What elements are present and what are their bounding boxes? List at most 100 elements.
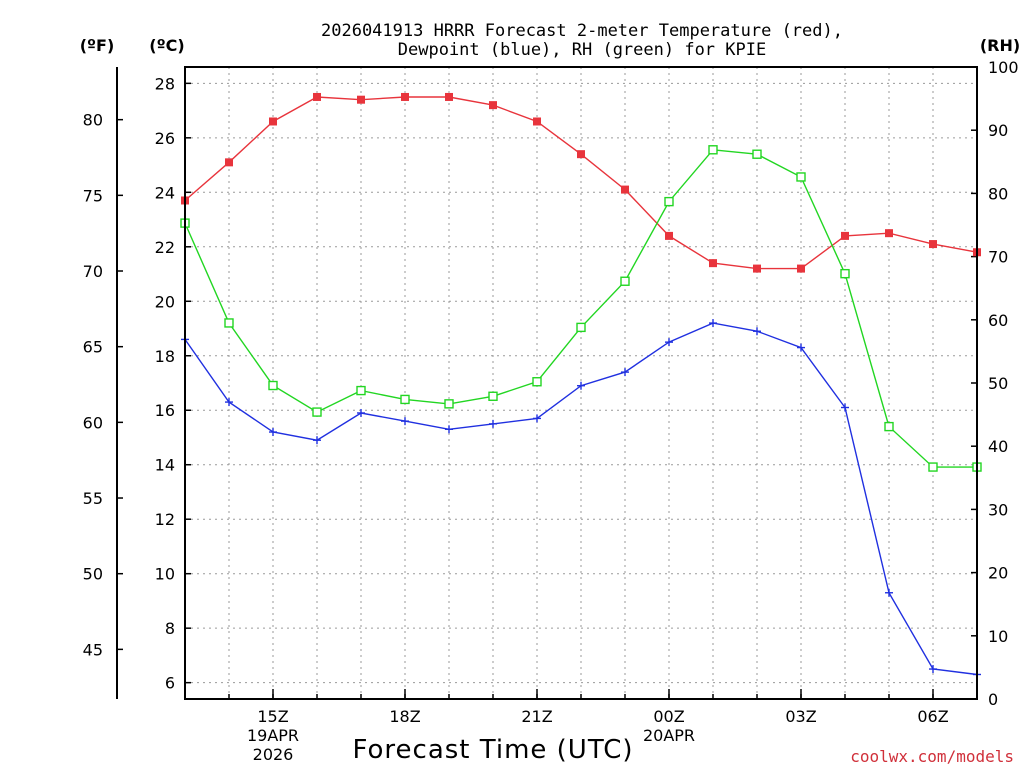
- rh-point-5: [400, 394, 410, 405]
- dewpoint-point-13: [753, 327, 761, 336]
- celsius-tick-label-28: 28: [155, 74, 175, 93]
- dewpoint-point-17: [929, 665, 937, 674]
- dewpoint-point-12: [709, 319, 717, 328]
- rh-axis: 0 10 20 30 40 50 60 70 80 90 100: [971, 58, 1019, 709]
- dewpoint-point-4: [357, 408, 365, 417]
- dewpoint-point-9: [577, 381, 585, 390]
- x-tick-label-03Z: 03Z: [785, 707, 816, 726]
- fahrenheit-axis: 45 50 55 60 65 70 75 80: [83, 67, 123, 699]
- celsius-tick-label-6: 6: [165, 674, 175, 693]
- x-tick-label-21Z: 21Z: [521, 707, 552, 726]
- credit-link[interactable]: coolwx.com/models: [850, 747, 1014, 766]
- dewpoint-point-6: [445, 425, 453, 434]
- rh-tick-label-70: 70: [988, 248, 1008, 267]
- rh-point-12: [708, 145, 718, 155]
- dewpoint-point-8: [533, 414, 541, 423]
- celsius-tick-label-18: 18: [155, 347, 175, 366]
- rh-point-6: [444, 399, 454, 409]
- rh-tick-label-10: 10: [988, 627, 1008, 646]
- x-tick-label-15Z: 15Z: [257, 707, 288, 726]
- rh-point-17: [928, 462, 938, 472]
- celsius-tick-label-14: 14: [155, 456, 175, 475]
- temperature-point-13: [753, 264, 761, 273]
- rh-point-3: [312, 407, 322, 417]
- fahrenheit-tick-label-60: 60: [83, 413, 103, 432]
- rh-point-15: [840, 268, 850, 279]
- rh-point-10: [620, 276, 630, 286]
- temperature-point-5: [401, 92, 409, 101]
- rh-tick-label-30: 30: [988, 500, 1008, 519]
- rh-tick-label-90: 90: [988, 121, 1008, 140]
- plot-frame: [184, 66, 978, 700]
- celsius-unit-label: (ºC): [149, 36, 184, 55]
- x-tick-label-00Z: 00Z: [653, 707, 684, 726]
- temperature-point-4: [357, 95, 365, 104]
- celsius-tick-label-22: 22: [155, 238, 175, 257]
- rh-tick-label-40: 40: [988, 437, 1008, 456]
- x-axis-title: Forecast Time (UTC): [352, 735, 633, 765]
- celsius-tick-label-26: 26: [155, 129, 175, 148]
- dewpoint-point-10: [621, 368, 629, 377]
- rh-point-14: [796, 172, 806, 182]
- dewpoint-point-15: [841, 403, 849, 412]
- rh-tick-label-0: 0: [988, 690, 998, 709]
- rh-point-16: [884, 421, 894, 432]
- temperature-point-17: [929, 240, 937, 249]
- temperature-point-15: [841, 231, 849, 240]
- fahrenheit-tick-label-70: 70: [83, 262, 103, 281]
- chart-title-line-1: 2026041913 HRRR Forecast 2-meter Tempera…: [321, 21, 843, 41]
- temperature-point-1: [225, 158, 233, 167]
- celsius-tick-label-10: 10: [155, 565, 175, 584]
- temperature-point-9: [577, 150, 585, 159]
- dewpoint-point-2: [269, 428, 277, 437]
- dewpoint-point-11: [665, 338, 673, 347]
- x-date-label-20APR: 20APR: [643, 726, 695, 745]
- rh-tick-label-60: 60: [988, 311, 1008, 330]
- fahrenheit-unit-label: (ºF): [80, 36, 115, 55]
- rh-point-9: [576, 322, 586, 333]
- temperature-point-16: [885, 229, 893, 238]
- celsius-tick-label-20: 20: [155, 292, 175, 311]
- fahrenheit-tick-label-75: 75: [83, 186, 103, 205]
- rh-point-7: [488, 391, 498, 401]
- rh-tick-label-20: 20: [988, 564, 1008, 583]
- celsius-axis: 6 8 10 12 14 16 18 20 22 24 26 28: [155, 74, 191, 693]
- fahrenheit-tick-label-45: 45: [83, 640, 103, 659]
- rh-point-11: [664, 196, 674, 207]
- chart-title-line-2: Dewpoint (blue), RH (green) for KPIE: [398, 40, 766, 60]
- dewpoint-point-16: [885, 588, 893, 597]
- dewpoint-series-line: [184, 322, 978, 676]
- x-date-label-19APR: 19APR: [247, 726, 299, 745]
- rh-point-1: [224, 318, 234, 328]
- rh-point-4: [356, 385, 366, 396]
- rh-point-8: [532, 377, 542, 387]
- temperature-point-12: [709, 259, 717, 268]
- temperature-point-11: [665, 231, 673, 240]
- temperature-point-6: [445, 92, 453, 101]
- x-tick-label-06Z: 06Z: [917, 707, 948, 726]
- rh-point-2: [268, 380, 278, 391]
- rh-tick-label-100: 100: [988, 58, 1019, 77]
- celsius-tick-label-12: 12: [155, 510, 175, 529]
- rh-point-13: [752, 149, 762, 159]
- celsius-tick-label-8: 8: [165, 619, 175, 638]
- temperature-point-10: [621, 185, 629, 194]
- celsius-tick-label-16: 16: [155, 401, 175, 420]
- celsius-tick-label-24: 24: [155, 183, 175, 202]
- rh-tick-label-80: 80: [988, 184, 1008, 203]
- temperature-point-8: [533, 117, 541, 126]
- dewpoint-point-1: [225, 398, 233, 407]
- dewpoint-point-5: [401, 417, 409, 426]
- temperature-point-7: [489, 101, 497, 110]
- rh-unit-label: (RH): [980, 36, 1020, 55]
- x-year-label-2026: 2026: [253, 745, 294, 764]
- fahrenheit-tick-label-55: 55: [83, 489, 103, 508]
- dewpoint-point-14: [797, 343, 805, 352]
- x-tick-label-18Z: 18Z: [389, 707, 420, 726]
- temperature-point-2: [269, 117, 277, 126]
- fahrenheit-tick-label-65: 65: [83, 338, 103, 357]
- dewpoint-point-7: [489, 419, 497, 428]
- temperature-point-3: [313, 92, 321, 101]
